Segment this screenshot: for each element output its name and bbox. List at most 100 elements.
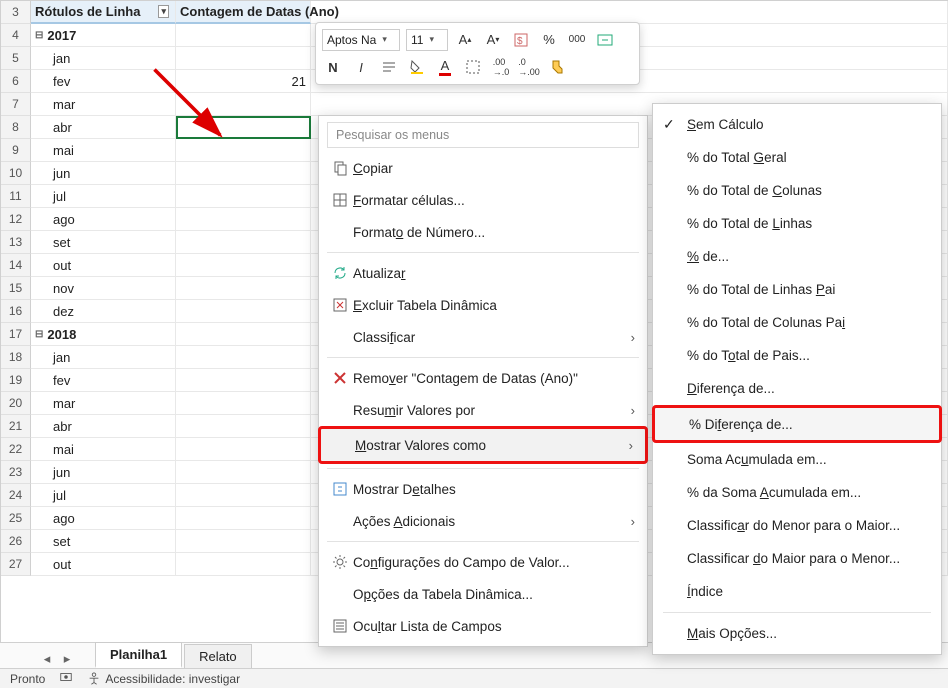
pivot-month-row[interactable]: jan — [31, 47, 176, 70]
borders-icon[interactable] — [462, 56, 484, 78]
pivot-value-cell[interactable]: 21 — [176, 70, 311, 93]
pivot-value-cell[interactable] — [176, 438, 311, 461]
pivot-month-row[interactable]: set — [31, 530, 176, 553]
pivot-month-row[interactable]: jun — [31, 461, 176, 484]
row-header[interactable]: 21 — [1, 415, 31, 438]
pivot-month-row[interactable]: abr — [31, 116, 176, 139]
submenu-item[interactable]: ✓Sem Cálculo — [653, 108, 941, 141]
pivot-month-row[interactable]: out — [31, 254, 176, 277]
font-name-select[interactable]: Aptos Na▾ — [322, 29, 400, 51]
pivot-value-cell[interactable] — [176, 47, 311, 70]
context-menu-item[interactable]: Atualizar — [319, 257, 647, 289]
row-header[interactable]: 5 — [1, 47, 31, 70]
format-painter-icon[interactable] — [546, 56, 568, 78]
pivot-month-row[interactable]: set — [31, 231, 176, 254]
fill-color-icon[interactable] — [406, 56, 428, 78]
pivot-value-cell[interactable] — [176, 277, 311, 300]
row-header[interactable]: 27 — [1, 553, 31, 576]
tab-planilha1[interactable]: Planilha1 — [95, 642, 182, 668]
italic-icon[interactable]: I — [350, 56, 372, 78]
submenu-item[interactable]: Índice — [653, 575, 941, 608]
row-header[interactable]: 11 — [1, 185, 31, 208]
pivot-value-cell[interactable] — [176, 484, 311, 507]
row-header[interactable]: 13 — [1, 231, 31, 254]
pivot-value-cell[interactable] — [176, 530, 311, 553]
row-header[interactable]: 17 — [1, 323, 31, 346]
submenu-item[interactable]: % do Total de Linhas Pai — [653, 273, 941, 306]
pivot-month-row[interactable]: mar — [31, 93, 176, 116]
pivot-month-row[interactable]: ago — [31, 208, 176, 231]
pivot-row-labels-header[interactable]: Rótulos de Linha — [31, 1, 176, 24]
row-header[interactable]: 3 — [1, 1, 31, 24]
submenu-item[interactable]: % do Total de Colunas — [653, 174, 941, 207]
increase-font-icon[interactable]: A▴ — [454, 29, 476, 51]
context-menu-item[interactable]: Resumir Valores por› — [319, 394, 647, 426]
bold-icon[interactable]: N — [322, 56, 344, 78]
row-header[interactable]: 14 — [1, 254, 31, 277]
context-menu-item[interactable]: Ações Adicionais› — [319, 505, 647, 537]
pivot-value-cell[interactable] — [176, 162, 311, 185]
pivot-value-cell[interactable] — [176, 116, 311, 139]
submenu-item[interactable]: Classificar do Maior para o Menor... — [653, 542, 941, 575]
submenu-item[interactable]: % Diferença de... — [652, 405, 942, 443]
pivot-month-row[interactable]: jul — [31, 185, 176, 208]
row-header[interactable]: 15 — [1, 277, 31, 300]
decrease-decimal-icon[interactable]: .0→.00 — [518, 56, 540, 78]
context-menu-item[interactable]: Configurações do Campo de Valor... — [319, 546, 647, 578]
submenu-item[interactable]: % do Total Geral — [653, 141, 941, 174]
context-menu-item[interactable]: Remover "Contagem de Datas (Ano)" — [319, 362, 647, 394]
context-menu-item[interactable]: Excluir Tabela Dinâmica — [319, 289, 647, 321]
pivot-value-cell[interactable] — [176, 254, 311, 277]
row-header[interactable]: 24 — [1, 484, 31, 507]
pivot-values-header[interactable]: Contagem de Datas (Ano) — [176, 1, 311, 24]
row-header[interactable]: 22 — [1, 438, 31, 461]
pivot-month-row[interactable]: ago — [31, 507, 176, 530]
submenu-item[interactable]: Classificar do Menor para o Maior... — [653, 509, 941, 542]
pivot-value-cell[interactable] — [176, 369, 311, 392]
align-icon[interactable] — [378, 56, 400, 78]
submenu-item[interactable]: Soma Acumulada em... — [653, 443, 941, 476]
context-menu-item[interactable]: Opções da Tabela Dinâmica... — [319, 578, 647, 610]
macro-record-icon[interactable] — [59, 670, 73, 687]
pivot-value-cell[interactable] — [176, 185, 311, 208]
pivot-month-row[interactable]: nov — [31, 277, 176, 300]
pivot-value-cell[interactable] — [176, 461, 311, 484]
pivot-value-cell[interactable] — [176, 208, 311, 231]
tab-relato[interactable]: Relato — [184, 644, 252, 668]
pivot-month-row[interactable]: mar — [31, 392, 176, 415]
pivot-month-row[interactable]: jun — [31, 162, 176, 185]
pivot-month-row[interactable]: mai — [31, 139, 176, 162]
row-header[interactable]: 16 — [1, 300, 31, 323]
pivot-month-row[interactable]: mai — [31, 438, 176, 461]
context-menu-item[interactable]: Mostrar Valores como› — [318, 426, 648, 464]
context-menu-item[interactable]: Ocultar Lista de Campos — [319, 610, 647, 642]
row-header[interactable]: 20 — [1, 392, 31, 415]
submenu-item[interactable]: % de... — [653, 240, 941, 273]
pivot-year-row[interactable]: 2017 — [31, 24, 176, 47]
pivot-month-row[interactable]: out — [31, 553, 176, 576]
tab-nav-prev-icon[interactable]: ◂ — [38, 650, 56, 668]
tab-nav-next-icon[interactable]: ▸ — [58, 650, 76, 668]
pivot-month-row[interactable]: dez — [31, 300, 176, 323]
row-header[interactable]: 23 — [1, 461, 31, 484]
pivot-value-cell[interactable] — [176, 507, 311, 530]
context-menu-item[interactable]: Mostrar Detalhes — [319, 473, 647, 505]
pivot-value-cell[interactable] — [176, 24, 311, 47]
pivot-value-cell[interactable] — [176, 139, 311, 162]
pivot-value-cell[interactable] — [176, 231, 311, 254]
pivot-month-row[interactable]: fev — [31, 70, 176, 93]
empty-cell[interactable] — [311, 1, 948, 24]
row-header[interactable]: 7 — [1, 93, 31, 116]
pivot-value-cell[interactable] — [176, 415, 311, 438]
thousands-icon[interactable]: 000 — [566, 29, 588, 51]
pivot-month-row[interactable]: jul — [31, 484, 176, 507]
menu-search-input[interactable]: Pesquisar os menus — [327, 122, 639, 148]
row-header[interactable]: 10 — [1, 162, 31, 185]
row-header[interactable]: 19 — [1, 369, 31, 392]
currency-icon[interactable]: $ — [510, 29, 532, 51]
font-size-select[interactable]: 11▾ — [406, 29, 448, 51]
row-header[interactable]: 26 — [1, 530, 31, 553]
pivot-month-row[interactable]: fev — [31, 369, 176, 392]
pivot-value-cell[interactable] — [176, 346, 311, 369]
accessibility-status[interactable]: Acessibilidade: investigar — [87, 672, 240, 686]
